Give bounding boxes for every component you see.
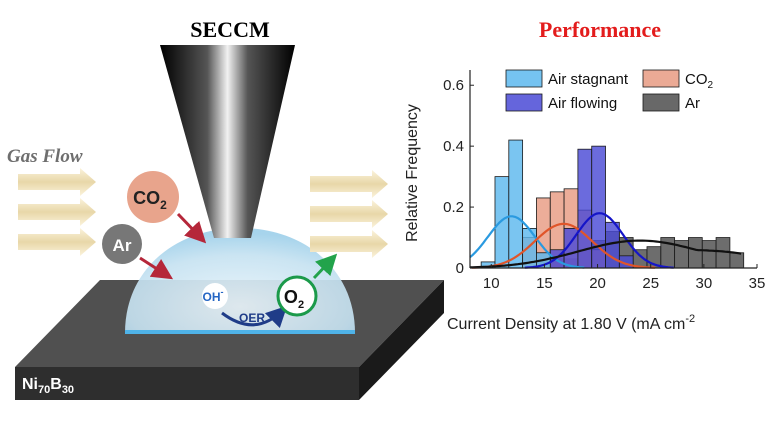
oh-label: OH	[203, 290, 221, 304]
fit-curve-0	[469, 215, 585, 269]
fit-curve-1	[471, 222, 656, 269]
oer-label: OER	[239, 311, 265, 325]
legend-label-3: Ar	[685, 95, 700, 112]
chart-legend: Air stagnant CO2 Air flowing Ar	[505, 69, 714, 112]
chart-ticks: 10 15 20 25 30 35 0 0.2 0.4 0.6	[443, 77, 765, 292]
co2-ball	[127, 171, 179, 223]
o2-ball	[276, 275, 318, 317]
bar-3-12	[701, 240, 717, 269]
oer-arrow	[221, 305, 288, 329]
oh-ball	[202, 283, 228, 309]
x-axis-label: Current Density at 1.80 V (mA cm-2	[447, 313, 695, 333]
co2-molecule: CO2	[127, 171, 179, 223]
o2-label: O	[284, 287, 298, 307]
ar-molecule: Ar	[102, 224, 142, 264]
legend-swatch-0	[505, 69, 543, 88]
x-tick-label-2: 20	[589, 275, 606, 292]
gas-flow-arrows-right	[310, 170, 388, 258]
x-tick-label-0: 10	[483, 275, 500, 292]
svg-text:CO2: CO2	[133, 188, 167, 212]
chart-axes	[469, 70, 757, 269]
legend-label-0: Air stagnant	[548, 71, 629, 88]
o2-subscript: 2	[298, 299, 304, 311]
bar-2-3	[591, 145, 606, 269]
co2-label: CO	[133, 188, 160, 208]
x-tick-label-4: 30	[696, 275, 713, 292]
co2-arrow	[176, 212, 207, 244]
substrate-label: Ni70B30	[22, 376, 74, 396]
co2-subscript: 2	[160, 198, 167, 212]
x-tick-label-1: 15	[536, 275, 553, 292]
histogram-bars	[480, 139, 745, 269]
hydroxide-ion: OH-	[202, 283, 228, 309]
y-tick-label-3: 0.6	[443, 77, 464, 94]
x-tick-label-3: 25	[642, 275, 659, 292]
o2-arrow	[312, 253, 338, 280]
y-tick-label-1: 0.2	[443, 199, 464, 216]
legend-swatch-3	[642, 93, 680, 112]
y-axis-label: Relative Frequency	[404, 104, 421, 242]
fit-curve-3	[469, 239, 742, 269]
ar-arrow	[139, 256, 174, 280]
svg-text:O2: O2	[284, 287, 304, 311]
ar-label: Ar	[113, 236, 132, 255]
legend-swatch-1	[642, 69, 680, 88]
oh-superscript: -	[221, 287, 224, 297]
fit-curve-2	[524, 212, 674, 269]
legend-label-2: Air flowing	[548, 95, 617, 112]
seccm-schematic: SECCM Gas Flow CO	[7, 17, 444, 400]
ar-ball	[102, 224, 142, 264]
gas-flow-label: Gas Flow	[7, 146, 83, 167]
svg-text:OH-: OH-	[203, 287, 224, 304]
y-tick-label-0: 0	[456, 260, 464, 277]
performance-title: Performance	[539, 17, 661, 42]
bar-3-11	[688, 237, 703, 269]
legend-swatch-2	[505, 93, 543, 112]
x-tick-label-5: 35	[749, 275, 766, 292]
y-tick-label-2: 0.4	[443, 138, 464, 155]
seccm-title: SECCM	[190, 17, 270, 42]
legend-label-1: CO2	[685, 71, 714, 91]
pipette-tip	[160, 45, 295, 238]
gas-flow-arrows-left	[18, 168, 96, 256]
bar-0-1	[494, 176, 510, 269]
bar-3-14	[729, 252, 745, 269]
o2-molecule: O2	[276, 275, 318, 317]
fit-curves	[469, 212, 742, 269]
bar-0-2	[508, 139, 524, 269]
